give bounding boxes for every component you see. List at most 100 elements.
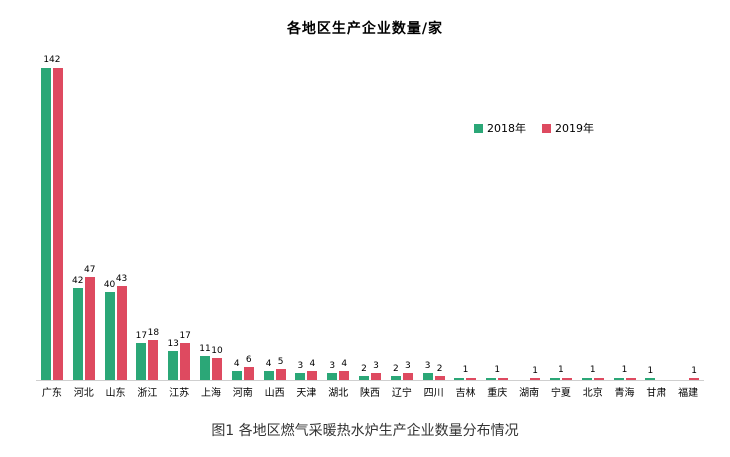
legend-swatch-2018-icon xyxy=(474,123,483,133)
bar-column xyxy=(581,378,592,380)
bar-value-label: 40 xyxy=(103,280,116,290)
bar-group: 1 宁夏 xyxy=(545,58,577,399)
bar-column xyxy=(466,378,477,380)
bar-value-label: 18 xyxy=(147,328,160,338)
bar-column: 2 xyxy=(434,364,445,380)
figure-caption: 图1 各地区燃气采暖热水炉生产企业数量分布情况 xyxy=(211,423,519,439)
bar-column xyxy=(498,378,509,380)
bar-2018年 xyxy=(359,376,370,380)
bar-2019年 xyxy=(434,376,445,380)
bar-value-label: 3 xyxy=(373,361,379,371)
bar-column: 10 xyxy=(211,347,223,380)
bar-group: 1 福建 xyxy=(672,58,704,399)
bar-group: 4 5 山西 xyxy=(259,58,291,399)
legend-label-2018: 2018年 xyxy=(487,122,526,135)
bar-group: 42 47 河北 xyxy=(68,58,100,400)
bar-2019年 xyxy=(84,277,95,380)
bar-2019年 xyxy=(371,373,382,380)
bar-2019年 xyxy=(52,68,63,380)
x-axis-label: 吉林 xyxy=(455,388,476,399)
bar-group: 4 6 河南 xyxy=(227,58,259,399)
bar-column: 1 xyxy=(645,366,656,380)
bar-2019年 xyxy=(275,369,286,380)
bar-group: 2 3 辽宁 xyxy=(386,58,418,399)
legend-label-2019: 2019年 xyxy=(555,122,594,135)
bar-column: 4 xyxy=(307,360,318,380)
bar-value-label: 4 xyxy=(265,359,272,369)
bar-value-label: 1 xyxy=(691,366,698,376)
bar-2018年 xyxy=(486,378,497,380)
x-axis-label: 四川 xyxy=(423,388,444,399)
x-axis-label: 湖北 xyxy=(328,388,349,399)
bar-2019年 xyxy=(307,371,318,380)
x-axis-label: 福建 xyxy=(678,388,699,399)
bar-value-label: 1 xyxy=(589,365,596,375)
bar-column: 4 xyxy=(339,359,350,380)
bar-2019年 xyxy=(561,378,572,380)
bar-column: 6 xyxy=(243,356,254,380)
bar-2018年 xyxy=(613,378,624,380)
bar-group: 2 3 陕西 xyxy=(354,58,386,399)
bar-2019年 xyxy=(466,378,477,380)
bar-column: 4 xyxy=(263,359,274,380)
bar-value-label: 11 xyxy=(199,344,211,354)
bar-group: 1 北京 xyxy=(577,58,609,399)
bar-2018年 xyxy=(72,288,83,380)
bar-column: 5 xyxy=(275,358,286,380)
bar-2019年 xyxy=(211,358,222,380)
x-axis-label: 天津 xyxy=(296,388,317,399)
bar-value-label: 4 xyxy=(341,359,348,369)
bar-2019年 xyxy=(116,286,127,380)
x-axis-label: 山东 xyxy=(105,388,126,399)
bar-2018年 xyxy=(199,356,210,380)
bar-group: 11 10 上海 xyxy=(195,58,227,400)
bar-value-label: 3 xyxy=(297,361,304,371)
x-axis-label: 浙江 xyxy=(137,388,158,399)
bar-2019年 xyxy=(498,378,509,380)
plot-area: 142 广东 42 47 河北 40 43 山东 17 18 浙江 13 17 江苏 11 10 上海 4 6 河南 4… xyxy=(36,56,704,400)
bar-value-label: 3 xyxy=(424,361,431,371)
bar-value-label: 2 xyxy=(361,364,367,374)
x-axis-label: 河北 xyxy=(73,388,94,399)
x-axis-label: 山西 xyxy=(264,388,285,399)
bar-group: 3 2 四川 xyxy=(418,58,450,399)
bar-group: 40 43 山东 xyxy=(100,58,132,400)
bar-2018年 xyxy=(231,371,242,380)
bar-2018年 xyxy=(645,378,656,380)
bar-group: 142 广东 xyxy=(36,56,68,399)
bar-value-label: 2 xyxy=(436,364,443,374)
bar-column xyxy=(52,68,63,380)
x-axis-label: 陕西 xyxy=(360,388,381,399)
bar-value-label: 1 xyxy=(647,366,654,376)
bar-2018年 xyxy=(104,292,115,380)
bar-column: 42 xyxy=(72,276,84,380)
bar-column: 4 xyxy=(231,360,242,380)
x-axis-label: 北京 xyxy=(582,388,603,399)
bar-value-label: 13 xyxy=(167,339,179,349)
x-axis-label: 广东 xyxy=(41,388,62,399)
bar-column: 40 xyxy=(103,280,116,380)
bar-value-label: 1 xyxy=(462,365,469,375)
legend-item-2018: 2018年 xyxy=(474,120,526,136)
x-axis-label: 甘肃 xyxy=(646,388,667,399)
bar-2019年 xyxy=(530,378,541,380)
x-axis-label: 河南 xyxy=(232,388,253,399)
bar-column: 17 xyxy=(136,332,147,380)
bar-group: 1 湖南 xyxy=(513,58,545,399)
bar-column: 1 xyxy=(530,367,541,380)
chart-legend: 2018年 2019年 xyxy=(474,120,594,136)
bar-value-label: 42 xyxy=(72,276,84,286)
bar-2018年 xyxy=(295,373,306,380)
bar-column: 11 xyxy=(199,344,211,380)
bar-column xyxy=(561,378,572,380)
bar-group: 17 18 浙江 xyxy=(131,58,163,400)
bar-column: 47 xyxy=(84,266,95,380)
bar-2019年 xyxy=(180,343,191,380)
x-axis-label: 重庆 xyxy=(487,388,508,399)
bar-column: 2 xyxy=(390,365,401,380)
bar-column: 3 xyxy=(402,362,413,380)
bar-column: 1 xyxy=(689,366,700,380)
bar-column xyxy=(454,378,465,380)
bar-column xyxy=(625,378,636,380)
